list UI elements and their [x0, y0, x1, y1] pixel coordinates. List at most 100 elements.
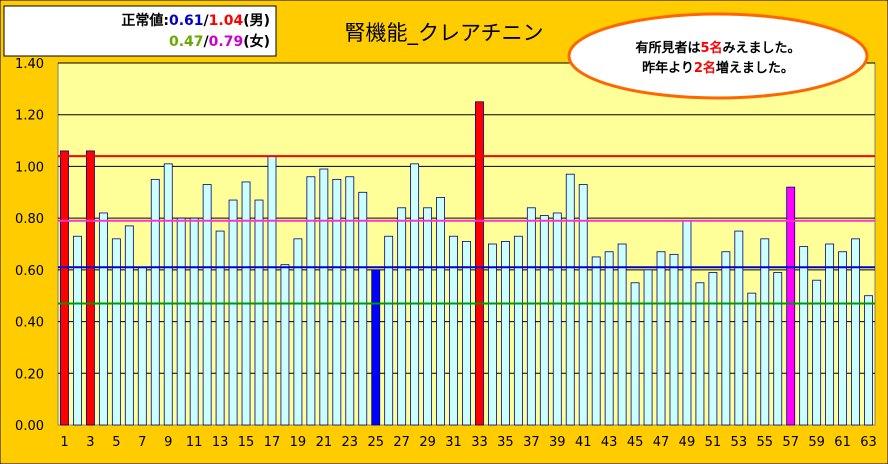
bar-20: [306, 176, 316, 426]
x-tick-label: 13: [212, 435, 229, 450]
text-segment: /: [204, 34, 210, 50]
bar-57: [786, 186, 796, 426]
bar-16: [254, 199, 264, 426]
x-tick-label: 49: [679, 435, 696, 450]
x-tick-label: 57: [782, 435, 799, 450]
bar-55: [760, 238, 770, 426]
x-tick-label: 47: [653, 435, 670, 450]
text-segment: (男): [243, 13, 270, 29]
bar-39: [552, 212, 562, 426]
bar-4: [98, 212, 108, 426]
bar-22: [332, 178, 342, 426]
x-tick-label: 61: [834, 435, 851, 450]
x-tick-label: 51: [705, 435, 722, 450]
y-tick-label: 0.60: [15, 264, 44, 279]
bar-48: [669, 253, 679, 426]
bar-14: [228, 199, 238, 426]
x-tick-label: 19: [290, 435, 307, 450]
bar-54: [747, 292, 757, 426]
x-tick-label: 7: [138, 435, 146, 450]
bar-10: [176, 217, 186, 426]
bar-27: [397, 207, 407, 426]
x-tick-label: 41: [575, 435, 592, 450]
bar-36: [513, 235, 523, 426]
bar-11: [189, 217, 199, 426]
bar-49: [682, 220, 692, 426]
bar-2: [73, 235, 82, 426]
x-tick-labels: 1 3 5 7 9 11 13 15 17 19 21 23 25 27 29 31 33 35 37 39 41 43 4…: [60, 435, 876, 450]
x-tick-label: 39: [549, 435, 566, 450]
x-tick-label: 15: [238, 435, 255, 450]
bar-5: [111, 238, 121, 426]
text-segment: みえました。: [723, 41, 801, 56]
x-tick-label: 53: [731, 435, 748, 450]
x-tick-label: 11: [186, 435, 203, 450]
legend-line-2: 0.47/0.79(女): [169, 33, 270, 50]
bar-63: [864, 295, 873, 426]
y-tick-labels: 0.00 0.20 0.40 0.60 0.80 1.00 1.20 1.40: [15, 57, 44, 434]
bar-41: [578, 184, 588, 426]
x-tick-label: 43: [601, 435, 618, 450]
text-segment: 昨年より: [642, 60, 694, 76]
x-tick-label: 21: [316, 435, 333, 450]
x-tick-label: 9: [164, 435, 172, 450]
bar-44: [617, 243, 627, 426]
x-tick-label: 17: [264, 435, 281, 450]
bar-18: [280, 264, 290, 426]
text-segment: (女): [243, 33, 270, 50]
bar-7: [137, 266, 147, 426]
note-line-2: 昨年より2名増えました。: [642, 60, 794, 76]
bar-29: [423, 207, 433, 426]
text-segment: 0.61: [169, 13, 204, 29]
bar-50: [695, 282, 705, 426]
x-tick-label: 45: [627, 435, 644, 450]
bar-19: [293, 238, 303, 426]
bar-59: [812, 279, 822, 426]
x-tick-label: 27: [393, 435, 410, 450]
y-tick-label: 0.40: [15, 316, 44, 331]
bar-8: [150, 178, 160, 426]
bar-17: [267, 155, 277, 426]
bar-52: [721, 251, 731, 426]
x-tick-label: 29: [419, 435, 436, 450]
bar-38: [539, 215, 549, 426]
legend-line-1: 正常値:0.61/1.04(男): [121, 12, 270, 29]
bar-21: [319, 168, 329, 426]
bar-61: [838, 251, 847, 426]
text-segment: 有所見者は: [635, 40, 700, 56]
legend-box: [3, 5, 277, 57]
text-segment: 0.79: [209, 34, 244, 50]
x-tick-label: 3: [86, 435, 94, 450]
bar-26: [384, 235, 394, 426]
y-tick-label: 0.20: [15, 367, 44, 382]
text-segment: /: [204, 13, 210, 29]
x-tick-label: 63: [860, 435, 877, 450]
x-tick-label: 23: [342, 435, 359, 450]
bar-45: [630, 282, 640, 426]
bar-37: [526, 207, 536, 426]
bar-6: [124, 225, 134, 426]
text-segment: 増えました。: [716, 60, 794, 76]
bar-24: [358, 191, 368, 426]
bar-60: [825, 243, 835, 426]
bar-51: [708, 272, 718, 426]
x-tick-label: 31: [445, 435, 462, 450]
bar-9: [163, 163, 173, 426]
y-tick-label: 0.80: [15, 212, 44, 227]
x-tick-label: 55: [756, 435, 773, 450]
bar-40: [565, 173, 575, 426]
bar-3: [86, 150, 95, 426]
y-tick-label: 1.40: [15, 57, 44, 72]
chart-title: 腎機能_クレアチニン: [344, 21, 543, 46]
bar-1: [60, 150, 69, 426]
x-tick-label: 59: [808, 435, 825, 450]
y-tick-label: 1.20: [15, 109, 44, 124]
note-line-1: 有所見者は5名みえました。: [635, 40, 800, 56]
bar-62: [851, 238, 860, 426]
bar-28: [410, 163, 420, 426]
x-tick-label: 25: [367, 435, 384, 450]
bar-47: [656, 251, 666, 426]
x-tick-label: 1: [60, 435, 68, 450]
bar-31: [449, 235, 458, 426]
